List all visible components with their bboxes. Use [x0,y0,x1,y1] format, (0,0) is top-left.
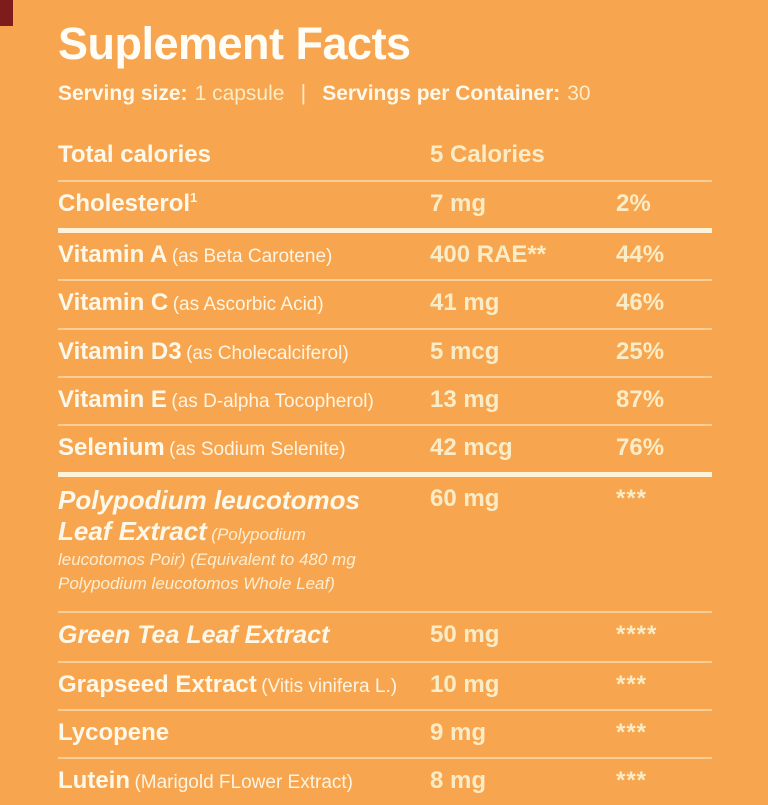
footnote-marker: 1 [190,189,198,205]
nutrient-dv: 44% [616,240,665,268]
nutrient-label: Lycopene [58,718,170,746]
nutrient-dv: **** [616,621,658,649]
nutrient-name: Selenium (as Sodium Selenite) [58,434,430,462]
nutrient-amount: 5 mcg [430,337,500,365]
nutrient-name: Lycopene [58,719,430,747]
nutrient-name: Vitamin C (as Ascorbic Acid) [58,289,430,317]
nutrient-label: Selenium [58,434,165,462]
servings-per-container-value: 30 [567,82,591,106]
nutrient-label: Cholesterol1 [58,189,198,217]
nutrient-name: Vitamin A (as Beta Carotene) [58,241,430,269]
serving-info: Serving size: 1 capsule | Servings per C… [58,80,712,106]
nutrient-label: Vitamin A [58,240,168,268]
nutrient-label: Grapseed Extract [58,670,257,698]
nutrient-name: Grapseed Extract (Vitis vinifera L.) [58,671,430,699]
table-row-total-calories: Total calories 5 Calories [58,133,712,182]
serving-size-value: 1 capsule [194,82,285,106]
nutrient-label-line2: Leaf Extract [58,516,207,547]
table-row-grapseed: Grapseed Extract (Vitis vinifera L.) 10 … [58,663,712,711]
table-row-green-tea: Green Tea Leaf Extract 50 mg **** [58,613,712,663]
nutrient-note: (as Beta Carotene) [171,245,333,267]
nutrient-dv: 46% [616,289,665,317]
nutrient-amount: 9 mg [430,718,487,746]
nutrient-label: Vitamin E [58,385,167,413]
nutrient-note: (Vitis vinifera L.) [261,675,398,697]
nutrient-amount: 50 mg [430,621,500,649]
table-row-vitamin-a: Vitamin A (as Beta Carotene) 400 RAE** 4… [58,233,712,282]
nutrient-amount: 5 Calories [430,141,545,169]
table-row-vitamin-e: Vitamin E (as D-alpha Tocopherol) 13 mg … [58,378,712,427]
nutrient-note: (as Sodium Selenite) [169,439,346,461]
nutrient-dv: *** [616,767,648,795]
nutrient-dv: *** [616,670,648,698]
nutrient-amount: 400 RAE** [430,240,547,268]
nutrient-amount: 60 mg [430,485,500,513]
nutrient-amount: 41 mg [430,289,500,317]
nutrient-amount: 7 mg [430,189,487,217]
nutrient-dv: *** [616,485,648,513]
nutrient-name: Vitamin D3 (as Cholecalciferol) [58,338,430,366]
nutrient-label: Green Tea Leaf Extract [58,621,330,650]
nutrient-label: Lutein [58,767,130,795]
nutrient-dv: 87% [616,385,665,413]
corner-mark [0,0,13,26]
nutrient-amount: 8 mg [430,767,487,795]
table-row-vitamin-d3: Vitamin D3 (as Cholecalciferol) 5 mcg 25… [58,330,712,378]
table-row-lutein: Lutein (Marigold FLower Extract) 8 mg **… [58,759,712,805]
nutrient-dv: 25% [616,337,665,365]
page-title: Suplement Facts [58,18,411,69]
nutrition-table: Total calories 5 Calories Cholesterol1 7… [58,133,712,805]
nutrient-name: Total calories [58,141,430,169]
nutrient-note: (as Ascorbic Acid) [172,294,324,316]
nutrient-note: (Polypodium leucotomos Poir) (Equivalent… [58,525,356,594]
nutrient-label: Total calories [58,141,211,169]
nutrient-amount: 13 mg [430,385,500,413]
servings-per-container-label: Servings per Container: [322,82,561,106]
table-row-selenium: Selenium (as Sodium Selenite) 42 mcg 76% [58,426,712,478]
nutrient-amount: 10 mg [430,670,500,698]
nutrient-label: Vitamin D3 [58,337,182,365]
table-row-polypodium: Polypodium leucotomos Leaf Extract (Poly… [58,477,712,614]
nutrient-name: Polypodium leucotomos Leaf Extract (Poly… [58,485,430,597]
nutrient-dv: *** [616,718,648,746]
serving-separator: | [300,80,307,106]
nutrient-note: (as D-alpha Tocopherol) [171,390,374,412]
nutrient-name: Vitamin E (as D-alpha Tocopherol) [58,386,430,414]
table-row-lycopene: Lycopene 9 mg *** [58,711,712,760]
nutrient-dv: 2% [616,189,651,217]
nutrient-label: Vitamin C [58,289,169,317]
nutrient-note: (Marigold FLower Extract) [134,772,354,794]
table-row-cholesterol: Cholesterol1 7 mg 2% [58,182,712,233]
nutrient-dv: 76% [616,434,665,462]
table-row-vitamin-c: Vitamin C (as Ascorbic Acid) 41 mg 46% [58,281,712,330]
nutrient-name: Lutein (Marigold FLower Extract) [58,767,430,795]
nutrient-name: Green Tea Leaf Extract [58,621,430,651]
nutrient-amount: 42 mcg [430,434,513,462]
serving-size-label: Serving size: [58,82,188,106]
nutrient-label-line1: Polypodium leucotomos [58,485,360,516]
nutrient-name-text: Polypodium leucotomos Leaf Extract (Poly… [58,485,363,597]
nutrient-note: (as Cholecalciferol) [186,342,349,364]
nutrient-name: Cholesterol1 [58,190,430,218]
